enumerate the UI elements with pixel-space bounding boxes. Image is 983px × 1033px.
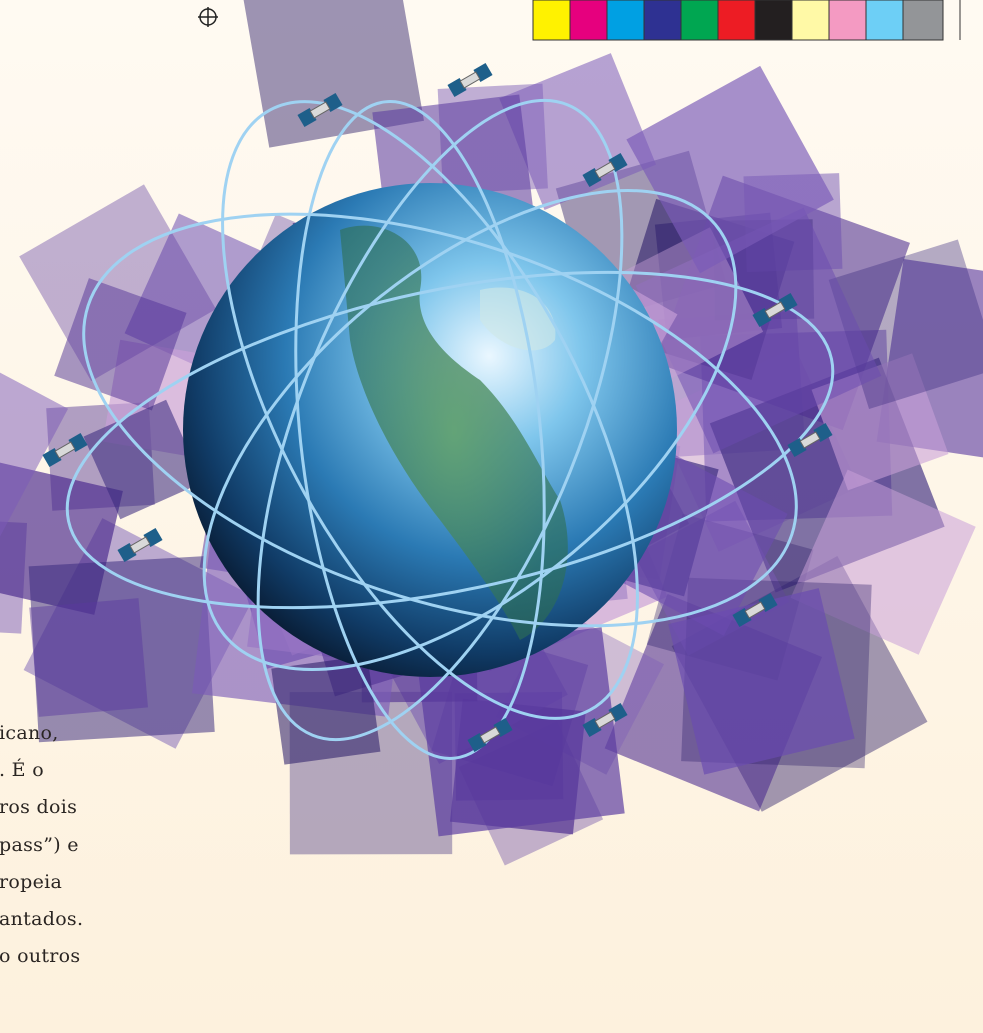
satellite [732,592,778,628]
purple-square [29,598,148,717]
cloud [480,287,556,351]
text-line: o outros [0,945,81,968]
purple-square [0,331,69,555]
satellite [42,432,88,468]
satellite [582,702,628,738]
purple-square [28,556,215,743]
purple-square [790,469,976,655]
satellite [582,152,628,188]
satellite [752,292,798,328]
text-line: ropeia [0,870,63,893]
satellite [447,62,493,98]
satellite [787,422,833,458]
text-line: . É o [0,759,44,782]
text-line: pass”) e [0,833,79,856]
registration-mark [198,7,218,27]
text-line: icano, [0,722,59,744]
satellite [467,717,513,753]
satellite [117,527,163,563]
purple-square [626,65,834,274]
continent [340,225,568,640]
purple-square [668,588,855,775]
color-bar [532,0,961,41]
satellites [42,62,833,753]
orbits [65,98,835,760]
text-line: ros dois [0,796,78,819]
text-line: antados. [0,908,84,930]
purple-square [635,207,882,454]
purple-square [271,655,381,765]
purple-square [415,627,625,837]
satellite [297,92,343,128]
